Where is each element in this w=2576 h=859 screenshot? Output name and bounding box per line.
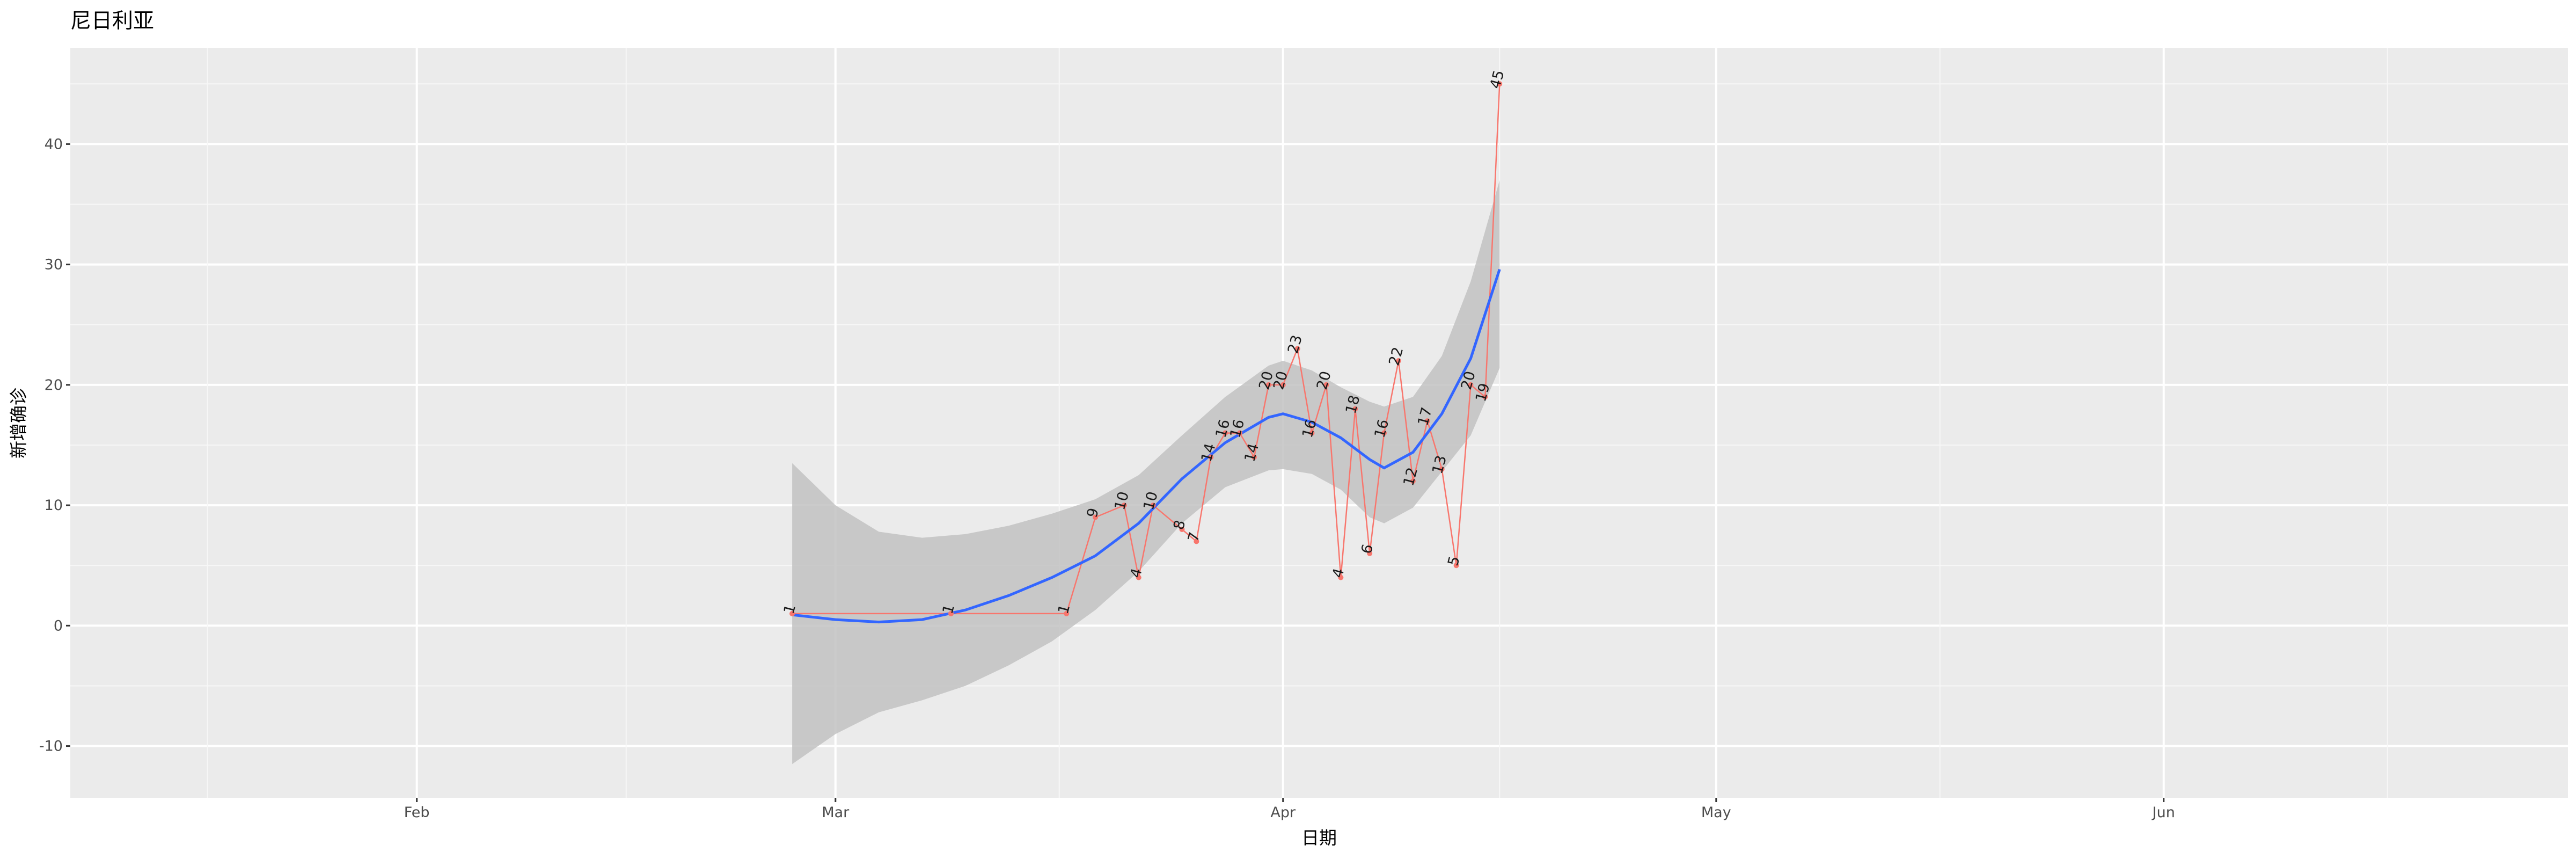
data-point [1381, 430, 1387, 436]
data-point [1424, 418, 1430, 424]
data-point [1251, 454, 1257, 460]
data-point [1352, 406, 1358, 412]
data-points [789, 81, 1503, 616]
axes: -10 0 10 20 30 40 Feb Mar Apr May Jun [39, 136, 2175, 821]
data-point [1323, 382, 1329, 388]
y-tick-label: -10 [39, 738, 63, 755]
x-tick-label: Mar [822, 804, 850, 821]
smooth-line [792, 268, 1501, 624]
data-point [1237, 430, 1243, 436]
data-point [1453, 563, 1459, 569]
data-point [1395, 358, 1401, 364]
x-axis-title: 日期 [1301, 827, 1337, 848]
data-point [1179, 526, 1185, 532]
y-tick-label: 40 [45, 136, 63, 152]
data-point [948, 610, 954, 616]
data-point [1121, 503, 1127, 508]
data-point [1309, 430, 1315, 436]
data-point [1497, 81, 1503, 87]
data-point [1208, 454, 1214, 460]
data-point [789, 610, 795, 616]
data-point [1136, 574, 1141, 580]
data-lines [792, 84, 1501, 624]
y-tick-label: 20 [45, 377, 63, 394]
data-point [1194, 538, 1199, 544]
y-tick-label: 10 [45, 497, 63, 514]
data-point [1468, 382, 1474, 388]
x-tick-label: Jun [2151, 804, 2175, 821]
confidence-band-area [792, 180, 1500, 765]
data-point [1280, 382, 1286, 388]
confidence-band [792, 180, 1500, 765]
data-point [1410, 478, 1416, 484]
y-tick-label: 0 [54, 617, 63, 634]
data-point [1093, 514, 1099, 520]
x-tick-label: Apr [1270, 804, 1296, 821]
data-point [1482, 394, 1488, 400]
data-point [1064, 610, 1070, 616]
data-point [1265, 382, 1271, 388]
x-tick-label: Feb [404, 804, 430, 821]
y-axis-title: 新增确诊 [8, 388, 29, 458]
data-point [1294, 346, 1300, 352]
data-point [1439, 466, 1445, 472]
x-tick-label: May [1701, 804, 1731, 821]
data-point [1150, 503, 1156, 508]
data-point [1367, 550, 1373, 556]
data-point [1338, 574, 1344, 580]
chart-title: 尼日利亚 [70, 9, 154, 33]
data-point [1223, 430, 1228, 436]
y-tick-label: 30 [45, 257, 63, 273]
